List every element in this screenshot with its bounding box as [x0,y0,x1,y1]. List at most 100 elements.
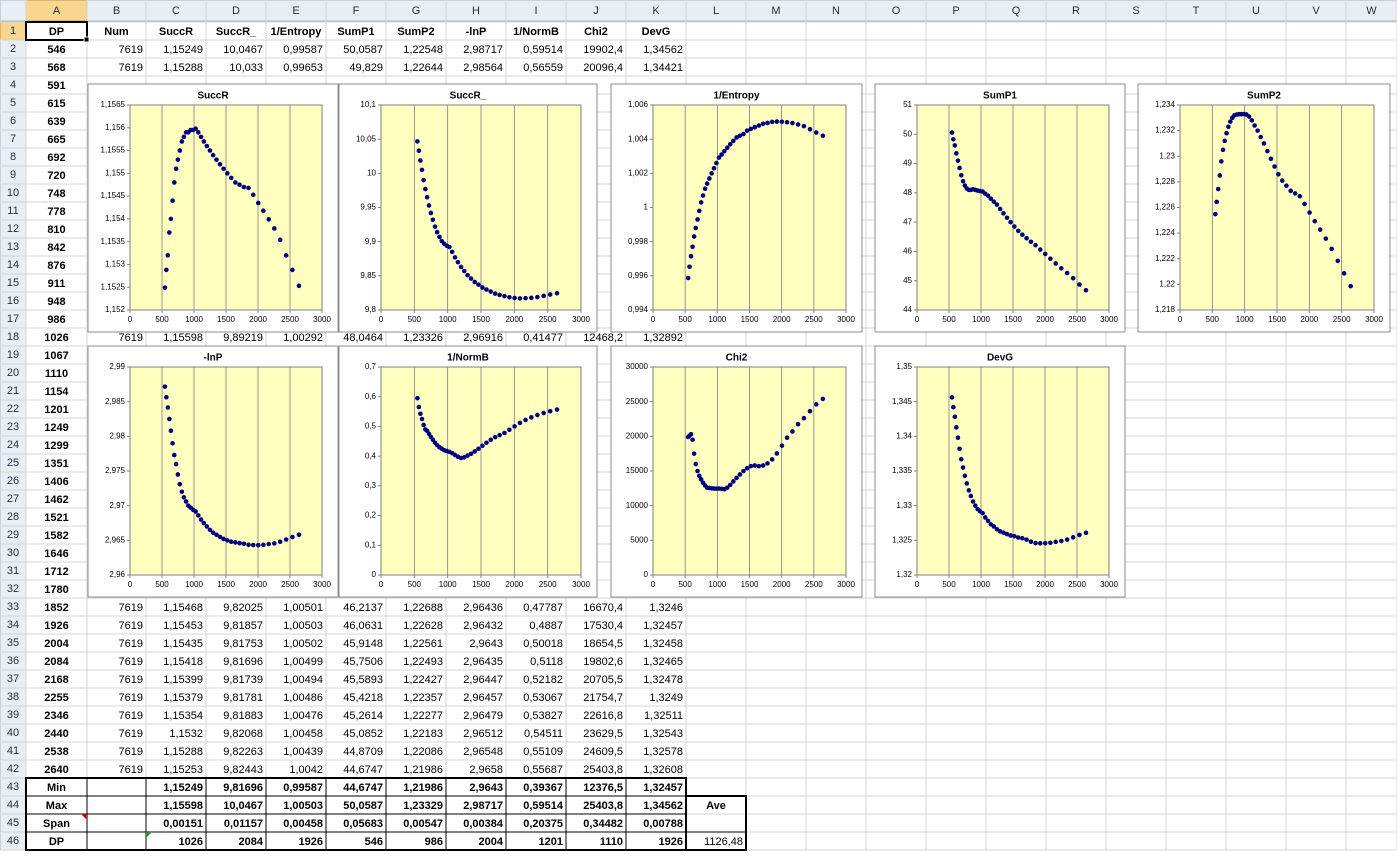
row-header[interactable]: 5 [10,97,16,109]
cell[interactable]: 1,34562 [643,800,683,812]
column-header[interactable]: M [771,5,780,17]
cell[interactable]: 9,81781 [223,692,263,704]
cell[interactable]: 1,0042 [289,764,323,776]
cell[interactable]: 1,22628 [403,620,443,632]
cell[interactable]: 9,81696 [223,656,263,668]
cell[interactable]: 1,22086 [403,746,443,758]
cell[interactable]: 1,22357 [403,692,443,704]
cell[interactable]: 1,00502 [283,638,323,650]
cell[interactable]: 7619 [119,764,143,776]
cell[interactable]: 1,00292 [283,332,323,344]
row-header[interactable]: 3 [10,61,16,73]
cell[interactable]: 1/Entropy [271,26,323,38]
cell[interactable]: 1110 [45,368,68,380]
cell[interactable]: 2004 [44,638,69,650]
row-header[interactable]: 10 [7,187,19,199]
column-header[interactable]: F [353,5,360,17]
cell[interactable]: 2,98564 [463,62,503,74]
cell[interactable]: 1,32892 [643,332,683,344]
row-header[interactable]: 39 [7,709,19,721]
row-header[interactable]: 16 [7,295,19,307]
cell[interactable]: 0,99587 [283,782,323,794]
cell[interactable]: 1249 [44,422,68,434]
chart[interactable]: SuccR_ 0 500 1000 1500 2000 2500 3000 9,8 9,85 9,9… [338,83,598,333]
cell[interactable]: 1,15354 [163,710,203,722]
cell[interactable]: 986 [47,314,65,326]
cell[interactable]: 546 [365,836,383,848]
row-header[interactable]: 9 [10,169,16,181]
row-header[interactable]: 32 [7,583,19,595]
row-header[interactable]: 34 [7,619,19,631]
cell[interactable]: 1,00501 [283,602,323,614]
row-header[interactable]: 26 [7,475,19,487]
cell[interactable]: 1,23329 [403,800,443,812]
cell[interactable]: 45,2614 [343,710,383,722]
cell[interactable]: 9,82443 [223,764,263,776]
cell[interactable]: 7619 [119,62,143,74]
cell[interactable]: 20705,5 [583,674,623,686]
cell[interactable]: 0,20375 [523,818,563,830]
cell[interactable]: 21754,7 [583,692,623,704]
column-header[interactable]: O [892,5,901,17]
cell[interactable]: 2538 [44,746,68,758]
cell[interactable]: 45,0852 [343,728,383,740]
cell[interactable]: 1,21986 [403,782,443,794]
row-header[interactable]: 44 [7,799,19,811]
row-header[interactable]: 24 [7,439,19,451]
cell[interactable]: 2,96512 [463,728,503,740]
cell[interactable]: 0,00151 [163,818,203,830]
row-header[interactable]: 21 [7,385,19,397]
cell[interactable]: 2168 [44,674,68,686]
cell[interactable]: 1,15379 [163,692,203,704]
cell[interactable]: 1,22183 [403,728,443,740]
cell[interactable]: 0,52182 [523,674,563,686]
cell[interactable]: 23629,5 [583,728,623,740]
cell[interactable]: 9,82025 [223,602,263,614]
cell[interactable]: 49,829 [349,62,383,74]
cell[interactable]: 1582 [44,530,68,542]
row-header[interactable]: 7 [10,133,16,145]
cell[interactable]: 50,0587 [343,800,383,812]
cell[interactable]: 1067 [44,350,68,362]
column-header[interactable]: S [1132,5,1139,17]
cell[interactable]: 9,81753 [223,638,263,650]
cell[interactable]: DP [49,836,64,848]
cell[interactable]: 568 [47,62,65,74]
cell[interactable]: 1,3246 [649,602,683,614]
cell[interactable]: 0,00384 [463,818,504,830]
cell[interactable]: 1,32457 [643,620,683,632]
column-header[interactable]: N [832,5,840,17]
cell[interactable]: 1,15418 [163,656,203,668]
cell[interactable]: 2,98717 [463,800,503,812]
row-header[interactable]: 27 [7,493,19,505]
cell[interactable]: 25403,8 [583,800,623,812]
column-header[interactable]: C [172,5,180,17]
row-header[interactable]: 23 [7,421,19,433]
cell[interactable]: 0,53827 [523,710,563,722]
row-header[interactable]: 17 [7,313,19,325]
column-header[interactable]: B [113,5,120,17]
cell[interactable]: 1,15253 [163,764,203,776]
cell[interactable]: 7619 [119,746,143,758]
column-header[interactable]: P [952,5,959,17]
cell[interactable]: 2,98717 [463,44,503,56]
cell[interactable]: 44,8709 [343,746,383,758]
cell[interactable]: 1,3249 [649,692,683,704]
cell[interactable]: 0,55687 [523,764,563,776]
cell[interactable]: 25403,8 [583,764,623,776]
cell[interactable]: 1,21986 [403,764,443,776]
cell[interactable]: SumP1 [337,26,374,38]
cell[interactable]: 0,01157 [224,818,263,830]
cell[interactable]: 778 [47,206,65,218]
chart[interactable]: SumP1 0 500 1000 1500 2000 2500 3000 44 45 46 47 48 4… [874,83,1126,333]
cell[interactable]: 1,22493 [403,656,443,668]
cell[interactable]: Num [104,26,129,38]
cell[interactable]: 7619 [119,710,143,722]
cell[interactable]: 1,15249 [163,782,203,794]
cell[interactable]: 1,32578 [643,746,683,758]
cell[interactable]: Chi2 [584,26,608,38]
row-header[interactable]: 20 [7,367,19,379]
cell[interactable]: 1,00439 [283,746,323,758]
row-header[interactable]: 12 [7,223,19,235]
cell[interactable]: 1,15435 [163,638,203,650]
